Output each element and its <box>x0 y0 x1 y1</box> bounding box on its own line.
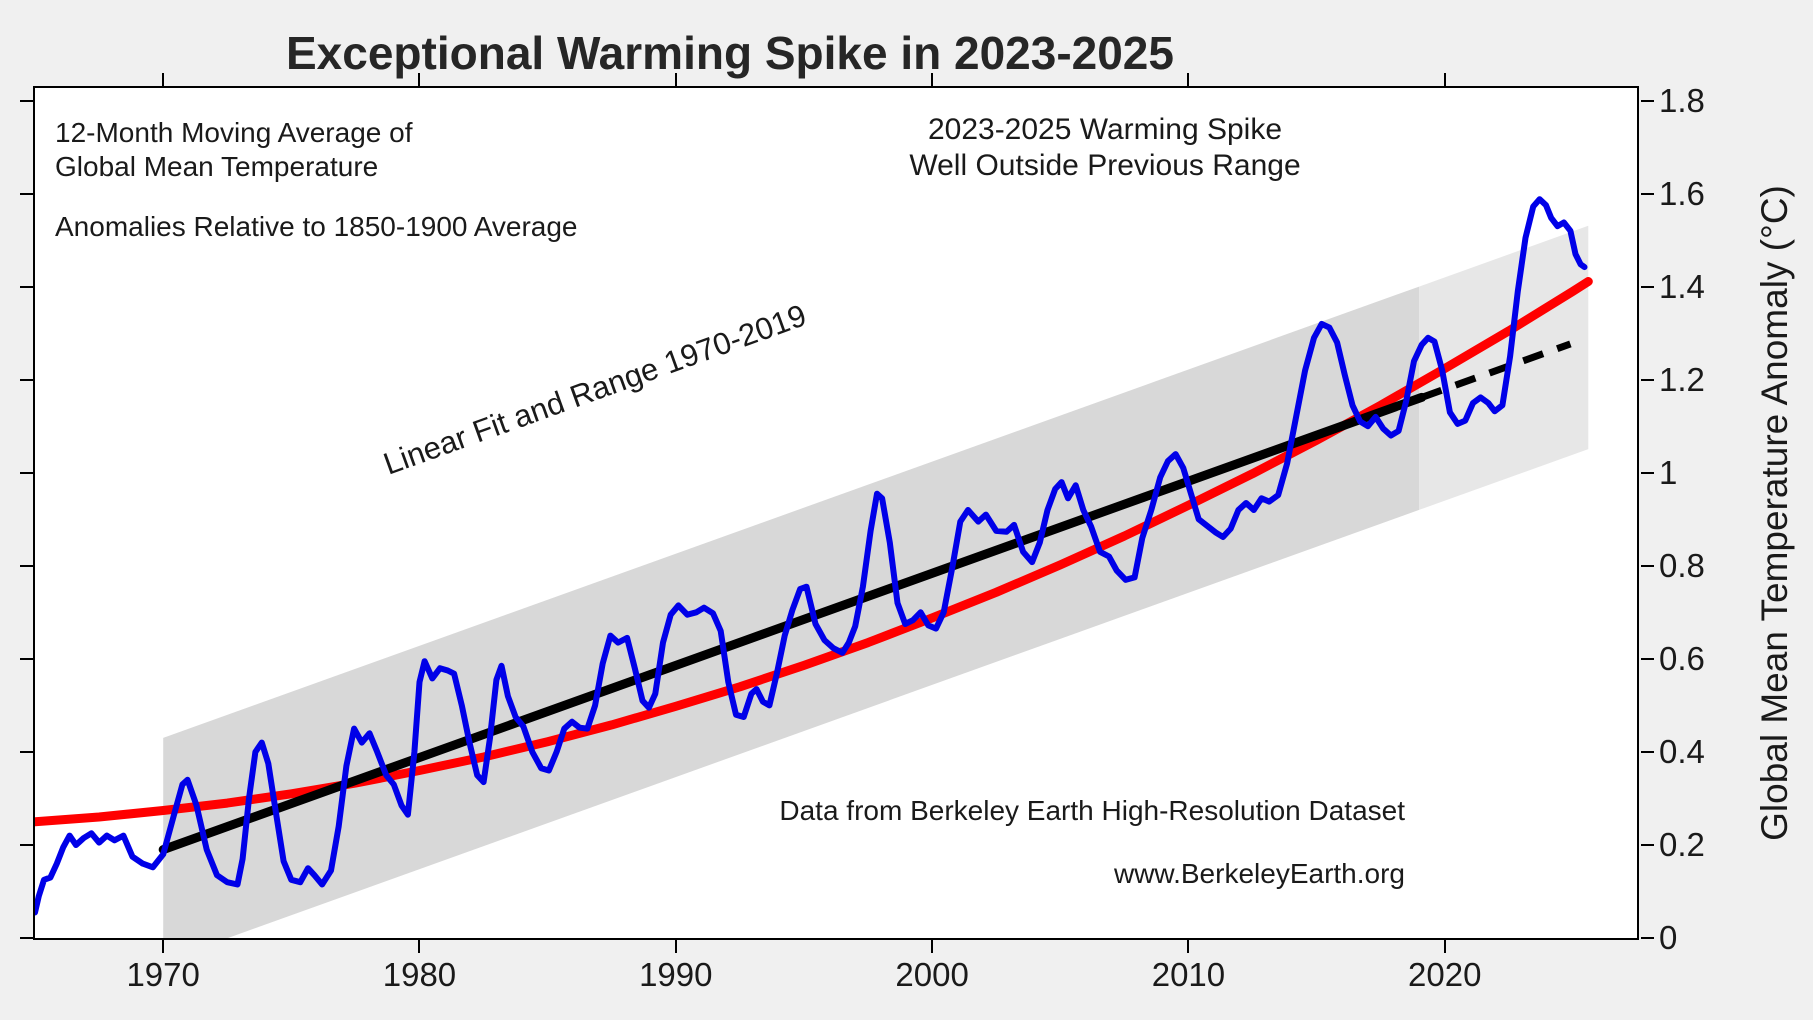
x-tick-label: 2010 <box>1151 956 1226 993</box>
x-tick-label: 1990 <box>639 956 713 993</box>
note-warming-spike: 2023-2025 Warming Spike Well Outside Prev… <box>905 112 1305 184</box>
y-axis-title-text: Global Mean Temperature Anomaly (°C) <box>1754 185 1795 841</box>
y-tick-label: 1.6 <box>1659 174 1705 212</box>
note-data-source: Data from Berkeley Earth High-Resolution… <box>779 795 1405 826</box>
x-tick-mark-top <box>931 73 934 86</box>
series-moving_avg-line <box>35 196 1588 916</box>
y-tick-mark-left <box>20 192 33 195</box>
note-website: www.BerkeleyEarth.org <box>1113 858 1405 889</box>
series-linear_fit_extension-line <box>1420 340 1572 401</box>
y-tick-mark-right <box>1641 657 1654 660</box>
x-tick-label: 1980 <box>382 956 457 993</box>
y-tick-mark-right <box>1641 99 1654 102</box>
y-tick-mark-right <box>1641 285 1654 288</box>
y-tick-mark-left <box>20 843 33 846</box>
chart-canvas <box>35 196 1593 938</box>
y-tick-mark-right <box>1641 378 1654 381</box>
y-tick-label: 1 <box>1659 453 1678 491</box>
y-tick-label: 1.8 <box>1659 81 1705 119</box>
x-tick-mark <box>1187 940 1190 953</box>
y-tick-mark-right <box>1641 471 1654 474</box>
y-tick-label: 1.2 <box>1659 360 1705 398</box>
x-tick-mark <box>1443 940 1446 953</box>
x-tick-mark <box>931 940 934 953</box>
y-tick-mark-left <box>20 285 33 288</box>
y-tick-mark-left <box>20 378 33 381</box>
y-tick-mark-left <box>20 750 33 753</box>
y-tick-label: 0.6 <box>1659 639 1705 677</box>
y-tick-mark-left <box>20 471 33 474</box>
y-tick-label: 0.4 <box>1659 732 1705 770</box>
x-tick-mark-top <box>418 73 421 86</box>
y-tick-label: 1.4 <box>1659 267 1705 305</box>
y-tick-mark-right <box>1641 564 1654 567</box>
note-line: Well Outside Previous Range <box>909 149 1301 182</box>
note-moving-average: 12-Month Moving Average of Global Mean Te… <box>55 116 412 184</box>
x-tick-mark <box>418 940 421 953</box>
y-tick-mark-left <box>20 99 33 102</box>
y-tick-label: 0.8 <box>1659 546 1705 584</box>
x-tick-mark-top <box>1187 73 1190 86</box>
chart-title: Exceptional Warming Spike in 2023-2025 <box>286 27 1174 79</box>
y-tick-mark-left <box>20 937 33 939</box>
x-tick-mark-top <box>1443 73 1446 86</box>
note-line: Global Mean Temperature <box>55 151 379 182</box>
y-tick-label: 0.2 <box>1659 825 1705 863</box>
note-anomalies: Anomalies Relative to 1850-1900 Average <box>55 211 578 242</box>
x-tick-mark <box>162 940 165 953</box>
y-tick-mark-right <box>1641 937 1654 939</box>
y-axis-title: Global Mean Temperature Anomaly (°C) <box>1735 88 1813 938</box>
x-tick-mark <box>674 940 677 953</box>
y-tick-label: 0 <box>1659 919 1678 956</box>
x-tick-mark-top <box>674 73 677 86</box>
y-tick-mark-right <box>1641 843 1654 846</box>
y-tick-mark-right <box>1641 750 1654 753</box>
series-linear_fit-line <box>158 392 1427 855</box>
y-tick-mark-left <box>20 657 33 660</box>
y-tick-mark-left <box>20 564 33 567</box>
x-tick-label: 1970 <box>126 956 200 993</box>
series-smooth_trend-line <box>35 277 1593 827</box>
note-line: 2023-2025 Warming Spike <box>927 113 1283 146</box>
x-tick-label: 2000 <box>895 956 969 993</box>
y-tick-mark-right <box>1641 192 1654 195</box>
plot-area <box>33 86 1639 940</box>
note-line: 12-Month Moving Average of <box>55 117 413 148</box>
x-tick-mark-top <box>162 73 165 86</box>
x-tick-label: 2020 <box>1408 956 1482 993</box>
